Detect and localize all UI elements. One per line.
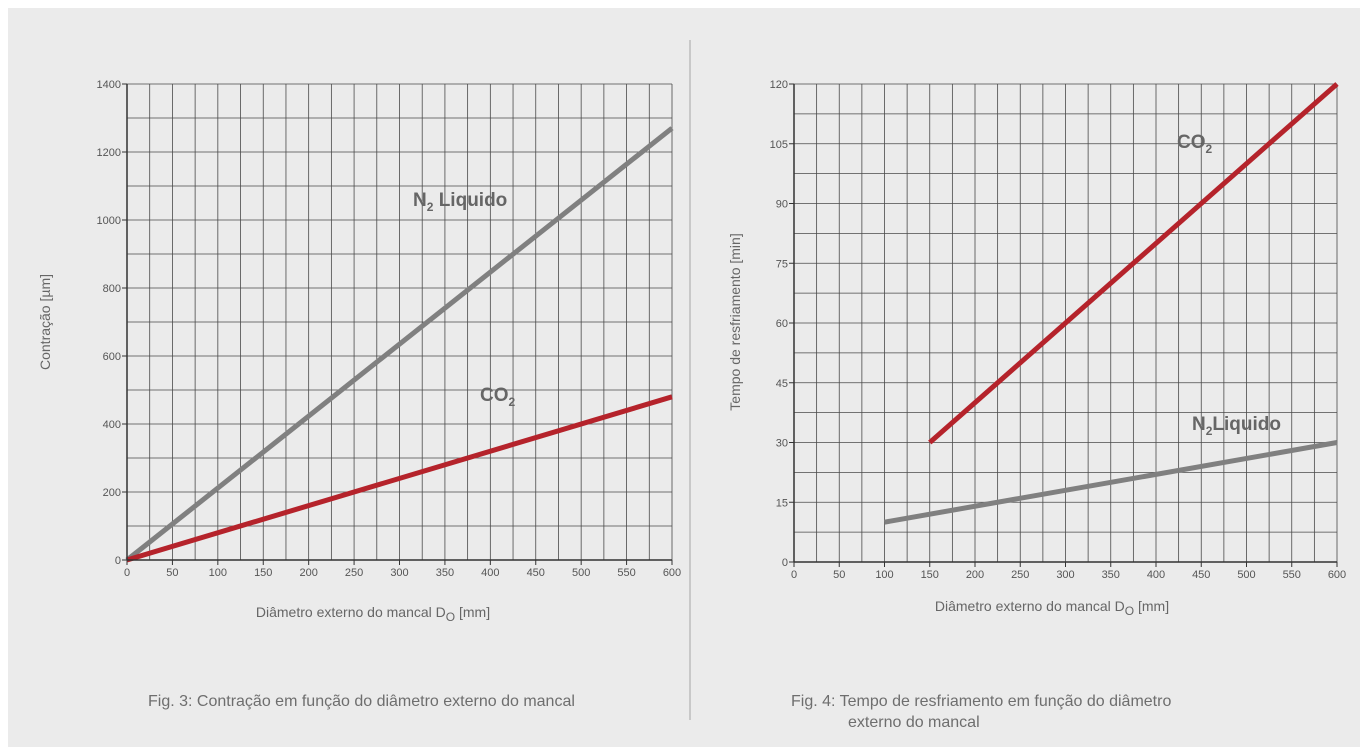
- chart1-y-tick-label: 0: [115, 555, 121, 567]
- chart2-x-tick-label: 450: [1192, 569, 1210, 581]
- chart2-x-tick-label: 300: [1056, 569, 1074, 581]
- chart2-series-line-n2: [884, 440, 1338, 525]
- chart2-x-tick-label: 200: [966, 569, 984, 581]
- chart1-x-tick-label: 250: [345, 567, 363, 579]
- chart2-series-label-n2: N2Liquido: [1192, 414, 1281, 438]
- chart2-y-tick-label: 30: [776, 438, 788, 450]
- figure-4-caption-line2: externo do mancal: [848, 714, 980, 731]
- chart1-x-tick-label: 200: [299, 567, 317, 579]
- chart1-x-tick-label: 550: [617, 567, 635, 579]
- chart2-y-tick-label: 60: [776, 318, 788, 330]
- chart2-x-tick-label: 100: [875, 569, 893, 581]
- chart1-y-tick-label: 800: [103, 283, 121, 295]
- chart2-y-tick-label: 15: [776, 497, 788, 509]
- panel-divider: [689, 40, 691, 720]
- chart2-x-tick-label: 150: [921, 569, 939, 581]
- chart2-y-tick-label: 105: [770, 139, 788, 151]
- chart2-y-tick-label: 75: [776, 258, 788, 270]
- chart1-series-line-n2: [125, 126, 674, 562]
- figure-3-caption: Fig. 3: Contração em função do diâmetro …: [148, 693, 575, 710]
- chart1-series-label-co2: CO2: [480, 385, 516, 409]
- chart1-x-tick-label: 100: [209, 567, 227, 579]
- chart1-y-tick-label: 1400: [97, 79, 121, 91]
- chart1-grid: [126, 83, 673, 561]
- chart1-x-tick-label: 600: [663, 567, 681, 579]
- chart1-series-label-n2: N2 Liquido: [413, 190, 507, 214]
- chart1-x-tick-label: 300: [390, 567, 408, 579]
- chart1-series-line-co2: [126, 394, 673, 563]
- chart2-x-tick-label: 550: [1283, 569, 1301, 581]
- chart2-x-tick-label: 50: [833, 569, 845, 581]
- chart1-x-tick-label: 350: [436, 567, 454, 579]
- chart2-y-tick-label: 0: [782, 557, 788, 569]
- chart2-y-axis-label: Tempo de resfriamento [min]: [727, 233, 743, 410]
- chart1-x-tick-label: 500: [572, 567, 590, 579]
- chart2-x-tick-label: 600: [1328, 569, 1346, 581]
- chart1-y-axis-label: Contração [µm]: [37, 274, 53, 370]
- chart1-y-tick-label: 600: [103, 351, 121, 363]
- chart2-x-tick-label: 500: [1237, 569, 1255, 581]
- chart2-y-tick-label: 120: [770, 79, 788, 91]
- chart1-y-tick-label: 1000: [97, 215, 121, 227]
- chart1-x-tick-label: 0: [124, 567, 130, 579]
- chart1-x-tick-label: 50: [166, 567, 178, 579]
- chart2-x-axis-label: Diâmetro externo do mancal DO [mm]: [935, 598, 1169, 618]
- chart2-x-tick-label: 250: [1011, 569, 1029, 581]
- figure-panel: [8, 8, 1360, 747]
- figure-4-caption: Fig. 4: Tempo de resfriamento em função …: [791, 691, 1171, 733]
- chart1-x-tick-label: 450: [527, 567, 545, 579]
- chart2-y-tick-label: 90: [776, 199, 788, 211]
- chart2-x-tick-label: 0: [791, 569, 797, 581]
- chart2-y-tick-label: 45: [776, 378, 788, 390]
- chart2-series-line-co2: [928, 82, 1339, 445]
- chart2-x-tick-label: 350: [1102, 569, 1120, 581]
- figure-4-caption-line1: Fig. 4: Tempo de resfriamento em função …: [791, 693, 1172, 710]
- chart1-x-tick-label: 400: [481, 567, 499, 579]
- chart2-x-tick-label: 400: [1147, 569, 1165, 581]
- chart2-grid: [793, 83, 1338, 563]
- chart1-x-tick-label: 150: [254, 567, 272, 579]
- chart1-y-tick-label: 400: [103, 419, 121, 431]
- chart1-y-tick-label: 200: [103, 487, 121, 499]
- chart1-y-tick-label: 1200: [97, 147, 121, 159]
- chart2-series-label-co2: CO2: [1177, 132, 1213, 156]
- chart1-x-axis-label: Diâmetro externo do mancal DO [mm]: [256, 604, 490, 624]
